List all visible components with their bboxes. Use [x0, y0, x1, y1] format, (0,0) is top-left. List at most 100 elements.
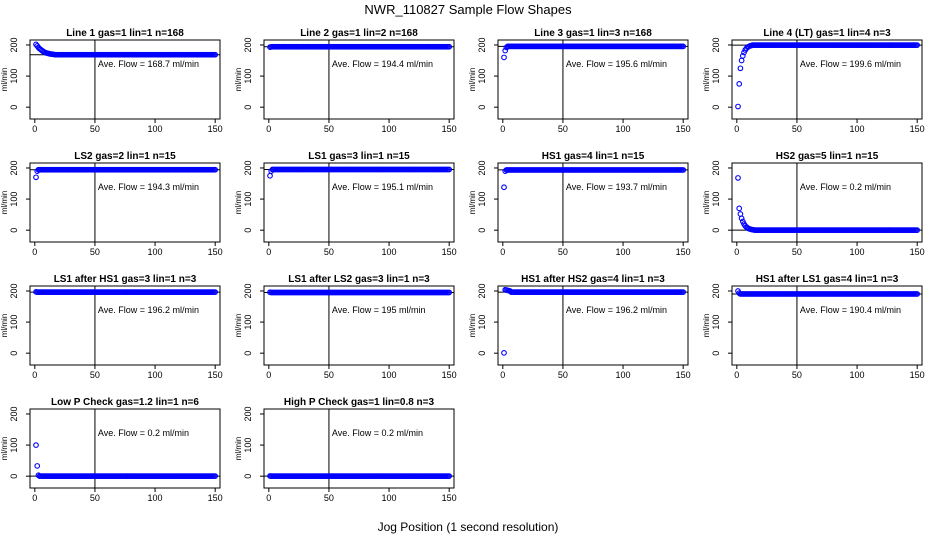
data-points — [735, 288, 921, 297]
y-tick-label: 100 — [477, 192, 487, 207]
x-tick-label: 150 — [442, 493, 457, 503]
x-tick-label: 150 — [442, 370, 457, 380]
average-flow-annotation: Ave. Flow = 168.7 ml/min — [98, 59, 199, 69]
y-axis-label: ml/min — [702, 191, 711, 215]
data-points — [33, 289, 219, 296]
average-flow-annotation: Ave. Flow = 195.6 ml/min — [566, 59, 667, 69]
y-axis-label: ml/min — [468, 68, 477, 92]
y-axis-label: ml/min — [234, 437, 243, 461]
y-tick-label: 0 — [711, 105, 721, 110]
x-tick-label: 100 — [148, 493, 163, 503]
panel-frame — [29, 39, 221, 120]
x-tick-label: 0 — [500, 247, 505, 257]
y-axis-label: ml/min — [234, 314, 243, 338]
x-tick-label: 0 — [32, 124, 37, 134]
panel-title: Low P Check gas=1.2 lin=1 n=6 — [51, 397, 199, 408]
y-tick-label: 100 — [9, 438, 19, 453]
data-point — [446, 473, 453, 479]
data-point — [736, 205, 743, 212]
x-tick-label: 100 — [382, 124, 397, 134]
average-flow-annotation: Ave. Flow = 194.4 ml/min — [332, 59, 433, 69]
data-point — [446, 166, 453, 173]
data-point — [914, 227, 921, 233]
panel-12: HS1 after LS1 gas=4 lin=1 n=3 0 50 100 150 0 1… — [702, 274, 925, 380]
panel-frame — [29, 162, 221, 243]
x-tick-label: 50 — [324, 247, 334, 257]
data-point — [446, 289, 453, 296]
panel-title: LS1 after HS1 gas=3 lin=1 n=3 — [54, 274, 197, 285]
panel-title: Line 1 gas=1 lin=1 n=168 — [66, 28, 184, 39]
data-point — [736, 80, 743, 87]
x-tick-label: 0 — [500, 370, 505, 380]
data-point — [735, 175, 741, 181]
y-axis-label: ml/min — [234, 68, 243, 92]
y-tick-label: 0 — [477, 105, 487, 110]
panel-title: HS1 after HS2 gas=4 lin=1 n=3 — [521, 274, 665, 285]
data-point — [33, 174, 39, 181]
panel-frame — [263, 285, 455, 366]
panel-title: LS2 gas=2 lin=1 n=15 — [74, 151, 176, 162]
panel-frame — [731, 285, 923, 366]
data-point — [680, 289, 687, 296]
data-point — [212, 289, 219, 296]
y-tick-label: 200 — [711, 160, 721, 175]
y-tick-label: 0 — [243, 228, 253, 233]
data-points — [501, 43, 687, 61]
panel-9: LS1 after HS1 gas=3 lin=1 n=3 0 50 100 150 0 1… — [0, 274, 223, 380]
panel-title: HS1 after LS1 gas=4 lin=1 n=3 — [756, 274, 899, 285]
y-tick-label: 100 — [9, 315, 19, 330]
data-point — [33, 442, 39, 448]
panel-title: Line 3 gas=1 lin=3 n=168 — [534, 28, 652, 39]
y-tick-label: 100 — [9, 192, 19, 207]
panel-7: HS1 gas=4 lin=1 n=15 0 50 100 150 0 100 200 ml/m… — [468, 151, 691, 257]
y-tick-label: 100 — [243, 192, 253, 207]
y-tick-label: 0 — [243, 351, 253, 356]
x-tick-label: 100 — [148, 247, 163, 257]
panel-title: Line 4 (LT) gas=1 lin=4 n=3 — [763, 28, 891, 39]
average-flow-annotation: Ave. Flow = 196.2 ml/min — [566, 305, 667, 315]
y-tick-label: 100 — [243, 69, 253, 84]
figure-xlabel: Jog Position (1 second resolution) — [378, 520, 559, 534]
data-point — [502, 47, 509, 54]
y-tick-label: 100 — [243, 438, 253, 453]
y-tick-label: 0 — [711, 228, 721, 233]
y-tick-label: 0 — [243, 474, 253, 479]
x-tick-label: 0 — [32, 493, 37, 503]
panel-frame — [497, 39, 689, 120]
x-tick-label: 100 — [148, 124, 163, 134]
panel-frame — [29, 285, 221, 366]
x-tick-label: 50 — [90, 370, 100, 380]
y-tick-label: 0 — [477, 228, 487, 233]
y-tick-label: 100 — [477, 69, 487, 84]
data-point — [212, 166, 219, 173]
y-tick-label: 100 — [711, 315, 721, 330]
panel-title: HS2 gas=5 lin=1 n=15 — [776, 151, 879, 162]
data-points — [735, 42, 921, 110]
x-tick-label: 50 — [558, 124, 568, 134]
y-tick-label: 0 — [243, 105, 253, 110]
x-tick-label: 0 — [32, 370, 37, 380]
average-flow-annotation: Ave. Flow = 190.4 ml/min — [800, 305, 901, 315]
average-flow-annotation: Ave. Flow = 195.1 ml/min — [332, 182, 433, 192]
data-points — [501, 167, 687, 191]
panel-8: HS2 gas=5 lin=1 n=15 0 50 100 150 0 100 200 ml/m… — [702, 151, 925, 257]
panel-10: LS1 after LS2 gas=3 lin=1 n=3 0 50 100 150 0 1… — [234, 274, 457, 380]
y-tick-label: 0 — [9, 351, 19, 356]
panel-frame — [497, 285, 689, 366]
x-tick-label: 150 — [442, 247, 457, 257]
x-tick-label: 100 — [148, 370, 163, 380]
x-tick-label: 0 — [266, 493, 271, 503]
y-tick-label: 200 — [477, 283, 487, 298]
data-point — [680, 43, 687, 50]
data-points — [267, 166, 453, 179]
y-tick-label: 200 — [477, 37, 487, 52]
y-tick-label: 200 — [9, 283, 19, 298]
y-axis-label: ml/min — [702, 68, 711, 92]
panel-frame — [263, 162, 455, 243]
x-tick-label: 0 — [734, 370, 739, 380]
x-tick-label: 150 — [208, 124, 223, 134]
x-tick-label: 50 — [792, 370, 802, 380]
y-axis-label: ml/min — [468, 191, 477, 215]
panel-11: HS1 after HS2 gas=4 lin=1 n=3 0 50 100 150 0 1… — [468, 274, 691, 380]
